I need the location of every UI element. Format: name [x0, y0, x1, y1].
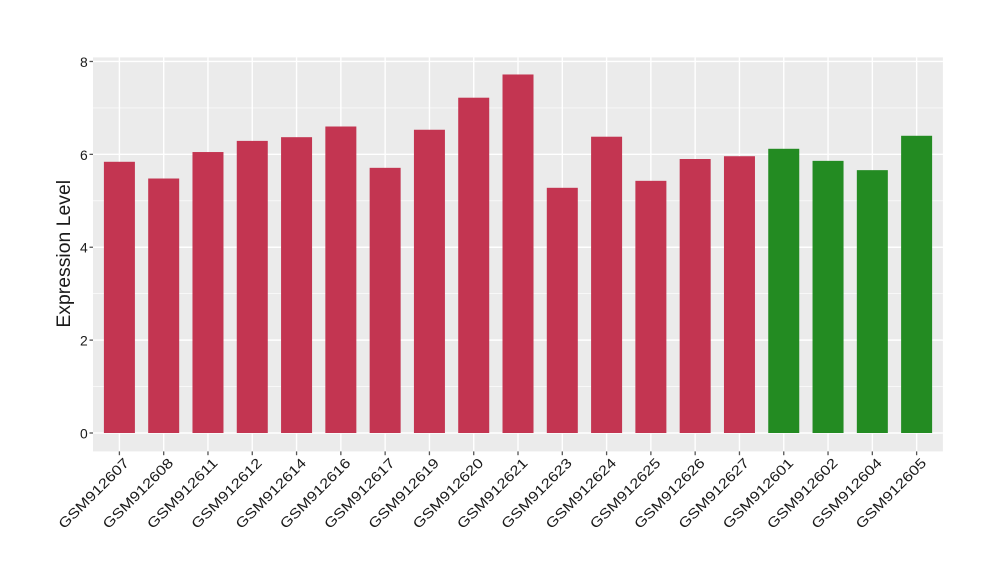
svg-text:Expression Level: Expression Level	[53, 180, 75, 328]
svg-text:8: 8	[80, 54, 88, 70]
svg-text:4: 4	[80, 240, 88, 256]
svg-text:2: 2	[80, 333, 88, 349]
svg-text:6: 6	[80, 147, 88, 163]
svg-text:0: 0	[80, 425, 88, 441]
